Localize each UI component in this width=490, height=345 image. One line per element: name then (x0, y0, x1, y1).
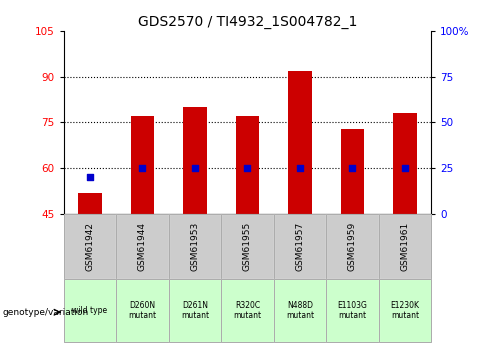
Bar (221, 214, 274, 279)
Text: GSM61959: GSM61959 (348, 222, 357, 271)
Bar (326, 279, 379, 342)
Text: D261N
mutant: D261N mutant (181, 301, 209, 320)
Bar (78, 193, 102, 214)
Bar (274, 279, 326, 342)
Point (401, 166, 409, 171)
Bar (116, 214, 169, 279)
Text: GSM61957: GSM61957 (295, 222, 304, 271)
Bar (274, 279, 326, 342)
Point (139, 166, 147, 171)
Bar (131, 116, 154, 214)
Text: GSM61944: GSM61944 (138, 222, 147, 271)
Bar (169, 279, 221, 342)
Text: wild type: wild type (73, 306, 107, 315)
Bar (169, 279, 221, 342)
Bar (274, 214, 326, 279)
Text: E1103G
mutant: E1103G mutant (338, 301, 368, 320)
Bar (116, 279, 169, 342)
Point (296, 166, 304, 171)
Text: GSM61942: GSM61942 (85, 222, 95, 271)
Bar (341, 129, 364, 214)
Bar (64, 279, 116, 342)
Bar (379, 214, 431, 279)
Bar (221, 214, 274, 279)
Point (244, 166, 251, 171)
Bar (379, 279, 431, 342)
Bar (169, 214, 221, 279)
Text: GSM61955: GSM61955 (243, 222, 252, 271)
Bar (326, 214, 379, 279)
Bar (288, 71, 312, 214)
Point (348, 166, 356, 171)
Bar (183, 107, 207, 214)
Text: genotype/variation: genotype/variation (2, 308, 89, 317)
Bar (379, 279, 431, 342)
Text: GSM61961: GSM61961 (400, 222, 410, 271)
Bar (116, 279, 169, 342)
Bar (236, 116, 259, 214)
Text: D260N
mutant: D260N mutant (128, 301, 156, 320)
Text: N488D
mutant: N488D mutant (286, 301, 314, 320)
Bar (64, 279, 116, 342)
Bar (379, 214, 431, 279)
Bar (326, 214, 379, 279)
Bar (393, 113, 417, 214)
Point (86, 175, 94, 180)
Bar (221, 279, 274, 342)
Text: GSM61953: GSM61953 (191, 222, 199, 271)
Bar (274, 214, 326, 279)
Bar (116, 214, 169, 279)
Bar (169, 214, 221, 279)
Point (191, 166, 199, 171)
Text: E1230K
mutant: E1230K mutant (391, 301, 419, 320)
Title: GDS2570 / TI4932_1S004782_1: GDS2570 / TI4932_1S004782_1 (138, 14, 357, 29)
Bar (64, 214, 116, 279)
Bar (64, 214, 116, 279)
Bar (221, 279, 274, 342)
Text: R320C
mutant: R320C mutant (233, 301, 262, 320)
Bar (326, 279, 379, 342)
